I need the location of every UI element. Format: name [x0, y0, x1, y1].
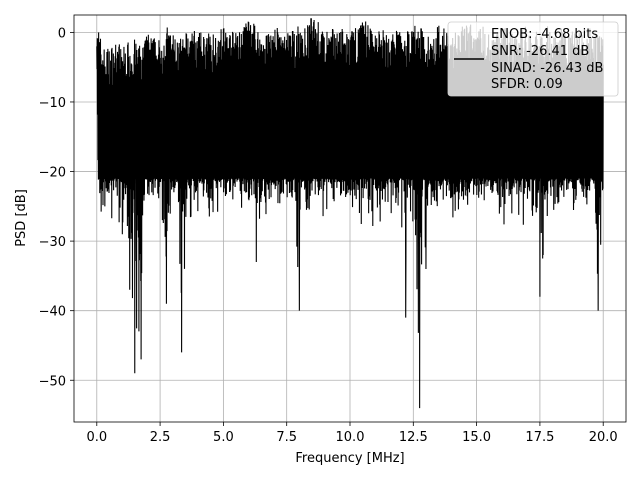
x-tick-label: 5.0: [213, 430, 234, 445]
y-tick-label: 0: [58, 26, 66, 41]
y-tick-label: −30: [39, 235, 66, 250]
x-tick-label: 12.5: [399, 430, 428, 445]
legend-snr: SNR: -26.41 dB: [491, 44, 589, 59]
y-tick-label: −40: [39, 305, 66, 320]
y-axis-ticks: 0 −10 −20 −30 −40 −50: [39, 26, 74, 389]
x-tick-label: 10.0: [336, 430, 365, 445]
psd-trace: [96, 18, 604, 409]
legend-sinad: SINAD: -26.43 dB: [491, 61, 603, 76]
psd-series-line: [96, 18, 604, 409]
x-axis-label: Frequency [MHz]: [295, 451, 404, 466]
legend: ENOB: -4.68 bits SNR: -26.41 dB SINAD: -…: [447, 21, 619, 97]
y-tick-label: −20: [39, 166, 66, 181]
x-tick-label: 7.5: [276, 430, 297, 445]
x-axis-ticks: 0.0 2.5 5.0 7.5 10.0 12.5 15.0 17.5 20.0: [86, 422, 618, 445]
x-tick-label: 20.0: [589, 430, 618, 445]
x-tick-label: 0.0: [86, 430, 107, 445]
x-tick-label: 17.5: [525, 430, 554, 445]
y-axis-label: PSD [dB]: [14, 189, 29, 247]
y-tick-label: −50: [39, 374, 66, 389]
x-tick-label: 2.5: [150, 430, 171, 445]
y-tick-label: −10: [39, 96, 66, 111]
legend-sfdr: SFDR: 0.09: [491, 77, 563, 92]
x-tick-label: 15.0: [462, 430, 491, 445]
legend-enob: ENOB: -4.68 bits: [491, 27, 598, 42]
legend-box: [447, 21, 619, 97]
